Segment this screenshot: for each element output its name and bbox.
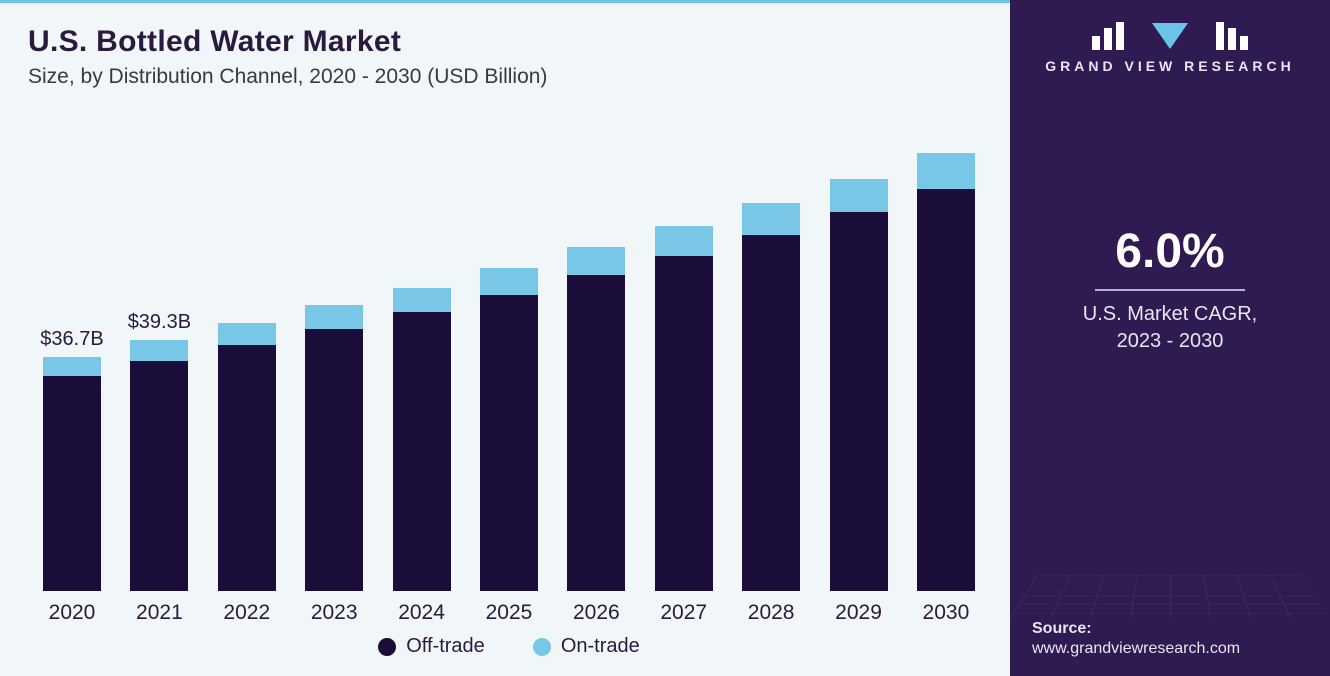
bar-stack: [43, 357, 101, 591]
bar-segment-on-trade: [480, 268, 538, 294]
side-panel: GRAND VIEW RESEARCH 6.0% U.S. Market CAG…: [1010, 0, 1330, 676]
cagr-line-2: 2023 - 2030: [1117, 330, 1224, 352]
x-axis-tick-label: 2030: [904, 601, 988, 625]
bar-column: [642, 226, 726, 591]
bar-segment-on-trade: [305, 305, 363, 329]
x-axis-tick-label: 2026: [554, 601, 638, 625]
swatch-on-trade-icon: [533, 638, 551, 656]
bar-column: [554, 247, 638, 591]
bar-stack: [130, 340, 188, 591]
bar-segment-off-trade: [655, 256, 713, 591]
x-axis-tick-label: 2024: [380, 601, 464, 625]
bar-segment-off-trade: [917, 189, 975, 592]
brand-logo-text: GRAND VIEW RESEARCH: [1045, 58, 1294, 74]
plot-area: $36.7B$39.3B 202020212022202320242025202…: [28, 117, 990, 625]
source-label: Source:: [1032, 620, 1240, 638]
source-url: www.grandviewresearch.com: [1032, 640, 1240, 658]
cagr-line-1: U.S. Market CAGR,: [1083, 303, 1257, 325]
bar-segment-off-trade: [130, 361, 188, 591]
bar-segment-on-trade: [130, 340, 188, 361]
source-block: Source: www.grandviewresearch.com: [1032, 620, 1240, 658]
bar-column: [729, 203, 813, 591]
chart-subtitle: Size, by Distribution Channel, 2020 - 20…: [28, 65, 990, 89]
legend-label-on-trade: On-trade: [561, 635, 640, 658]
x-axis-labels: 2020202120222023202420252026202720282029…: [28, 601, 990, 625]
bar-stack: [567, 247, 625, 591]
brand-logo-mark: [1092, 22, 1248, 50]
bar-stack: [742, 203, 800, 591]
bar-value-label: $39.3B: [128, 311, 191, 334]
bar-stack: [393, 288, 451, 591]
bar-segment-on-trade: [393, 288, 451, 313]
logo-triangle-icon: [1152, 23, 1188, 49]
x-axis-tick-label: 2021: [117, 601, 201, 625]
bar-segment-on-trade: [567, 247, 625, 275]
bar-column: [817, 179, 901, 591]
bar-column: [205, 323, 289, 591]
bar-segment-off-trade: [43, 376, 101, 591]
bar-segment-on-trade: [218, 323, 276, 345]
perspective-grid-decoration: [1010, 575, 1330, 618]
bars-row: $36.7B $39.3B: [28, 131, 990, 591]
bar-segment-off-trade: [830, 212, 888, 591]
bar-segment-off-trade: [393, 312, 451, 591]
swatch-off-trade-icon: [378, 638, 396, 656]
bar-stack: [655, 226, 713, 591]
cagr-description: U.S. Market CAGR, 2023 - 2030: [1083, 301, 1257, 355]
chart-title: U.S. Bottled Water Market: [28, 25, 990, 59]
logo-bars-left-icon: [1092, 22, 1140, 50]
x-axis-tick-label: 2025: [467, 601, 551, 625]
bar-stack: [830, 179, 888, 591]
legend-label-off-trade: Off-trade: [406, 635, 485, 658]
bar-value-label: $36.7B: [40, 328, 103, 351]
bar-segment-off-trade: [742, 235, 800, 592]
bar-segment-on-trade: [655, 226, 713, 255]
x-axis-tick-label: 2023: [292, 601, 376, 625]
cagr-callout: 6.0% U.S. Market CAGR, 2023 - 2030: [1083, 224, 1257, 355]
bar-segment-on-trade: [830, 179, 888, 212]
bar-column: [292, 305, 376, 591]
legend: Off-trade On-trade: [28, 635, 990, 658]
bar-segment-on-trade: [917, 153, 975, 188]
logo-bars-right-icon: [1200, 22, 1248, 50]
x-axis-tick-label: 2028: [729, 601, 813, 625]
bar-stack: [480, 268, 538, 591]
chart-panel: U.S. Bottled Water Market Size, by Distr…: [0, 0, 1010, 676]
bar-segment-on-trade: [43, 357, 101, 376]
bar-segment-off-trade: [480, 295, 538, 591]
x-axis-tick-label: 2029: [817, 601, 901, 625]
cagr-divider: [1095, 289, 1245, 291]
bar-segment-off-trade: [567, 275, 625, 591]
brand-logo: GRAND VIEW RESEARCH: [1045, 22, 1294, 74]
bar-column: [467, 268, 551, 591]
bar-stack: [218, 323, 276, 591]
bar-segment-off-trade: [218, 345, 276, 591]
legend-item-on-trade: On-trade: [533, 635, 640, 658]
x-axis-tick-label: 2022: [205, 601, 289, 625]
bar-column: $39.3B: [117, 311, 201, 591]
bar-column: $36.7B: [30, 328, 114, 591]
bar-column: [904, 153, 988, 591]
legend-item-off-trade: Off-trade: [378, 635, 485, 658]
x-axis-tick-label: 2027: [642, 601, 726, 625]
cagr-value: 6.0%: [1083, 224, 1257, 283]
bar-segment-on-trade: [742, 203, 800, 234]
bar-column: [380, 288, 464, 591]
x-axis-tick-label: 2020: [30, 601, 114, 625]
bar-stack: [305, 305, 363, 591]
bar-segment-off-trade: [305, 329, 363, 591]
bar-stack: [917, 153, 975, 591]
